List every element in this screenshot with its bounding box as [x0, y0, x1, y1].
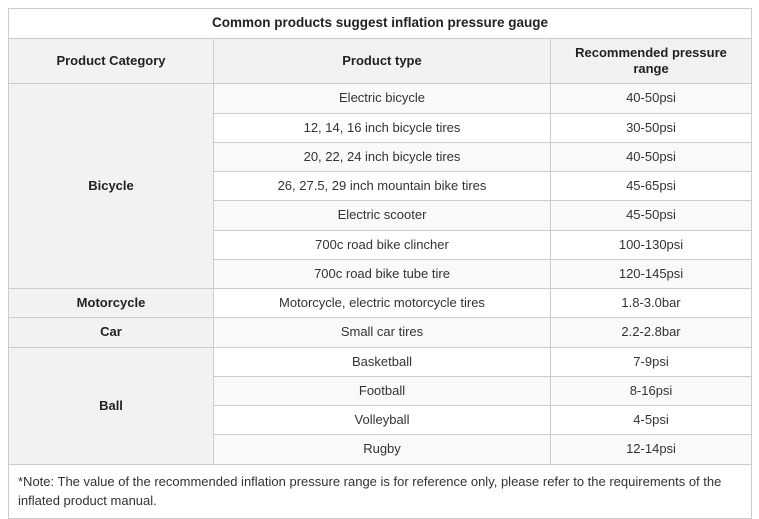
table-header-row: Product Category Product type Recommende…: [8, 37, 753, 85]
product-type-cell: 26, 27.5, 29 inch mountain bike tires: [213, 171, 551, 202]
table-row: Volleyball 4-5psi: [9, 405, 753, 436]
column-header-product-type: Product type: [213, 37, 551, 85]
column-header-pressure-range: Recommended pressure range: [549, 37, 753, 85]
table-title: Common products suggest inflation pressu…: [7, 8, 753, 39]
product-type-cell: Electric scooter: [213, 200, 551, 231]
product-type-cell: Motorcycle, electric motorcycle tires: [213, 288, 551, 319]
pressure-cell: 100-130psi: [549, 229, 753, 260]
table-row: 12, 14, 16 inch bicycle tires 30-50psi: [9, 112, 753, 143]
pressure-cell: 7-9psi: [549, 346, 753, 377]
table-row: Ball Basketball 7-9psi: [8, 346, 753, 465]
pressure-cell: 40-50psi: [549, 83, 753, 114]
pressure-cell: 2.2-2.8bar: [549, 317, 753, 348]
pressure-cell: 120-145psi: [549, 258, 753, 290]
note-text: *Note: The value of the recommended infl…: [7, 463, 753, 519]
product-type-cell: Volleyball: [213, 405, 551, 436]
pressure-cell: 40-50psi: [549, 141, 753, 173]
pressure-cell: 4-5psi: [549, 405, 753, 436]
table-row: 700c road bike tube tire 120-145psi: [9, 258, 753, 290]
product-type-cell: Electric bicycle: [213, 83, 551, 114]
table-row: 700c road bike clincher 100-130psi: [9, 229, 753, 260]
product-type-cell: Rugby: [213, 434, 551, 465]
category-cell-motorcycle: Motorcycle: [8, 288, 214, 319]
pressure-cell: 8-16psi: [549, 375, 753, 407]
pressure-cell: 1.8-3.0bar: [549, 288, 753, 319]
pressure-cell: 12-14psi: [549, 434, 753, 465]
product-type-cell: Football: [213, 375, 551, 407]
product-type-cell: 700c road bike tube tire: [213, 258, 551, 290]
product-type-cell: 12, 14, 16 inch bicycle tires: [213, 112, 551, 143]
table-row: Car Small car tires 2.2-2.8bar: [8, 317, 753, 348]
column-header-product-category: Product Category: [8, 37, 214, 85]
table-row: Rugby 12-14psi: [9, 434, 753, 465]
pressure-cell: 45-50psi: [549, 200, 753, 231]
table-row: Bicycle Electric bicycle 40-50psi: [8, 83, 753, 290]
table-note-row: *Note: The value of the recommended infl…: [7, 463, 753, 519]
inflation-pressure-table: Common products suggest inflation pressu…: [7, 8, 753, 519]
table-row: 26, 27.5, 29 inch mountain bike tires 45…: [9, 171, 753, 202]
product-type-cell: Basketball: [213, 346, 551, 377]
table-row: Electric scooter 45-50psi: [9, 200, 753, 231]
pressure-cell: 30-50psi: [549, 112, 753, 143]
table-row: Football 8-16psi: [9, 375, 753, 407]
table-title-row: Common products suggest inflation pressu…: [7, 8, 753, 39]
product-type-cell: Small car tires: [213, 317, 551, 348]
pressure-cell: 45-65psi: [549, 171, 753, 202]
product-type-cell: 700c road bike clincher: [213, 229, 551, 260]
category-cell-bicycle: Bicycle: [8, 83, 214, 290]
category-cell-ball: Ball: [8, 346, 214, 465]
product-type-cell: 20, 22, 24 inch bicycle tires: [213, 141, 551, 173]
table-row: Motorcycle Motorcycle, electric motorcyc…: [8, 288, 753, 319]
category-cell-car: Car: [8, 317, 214, 348]
